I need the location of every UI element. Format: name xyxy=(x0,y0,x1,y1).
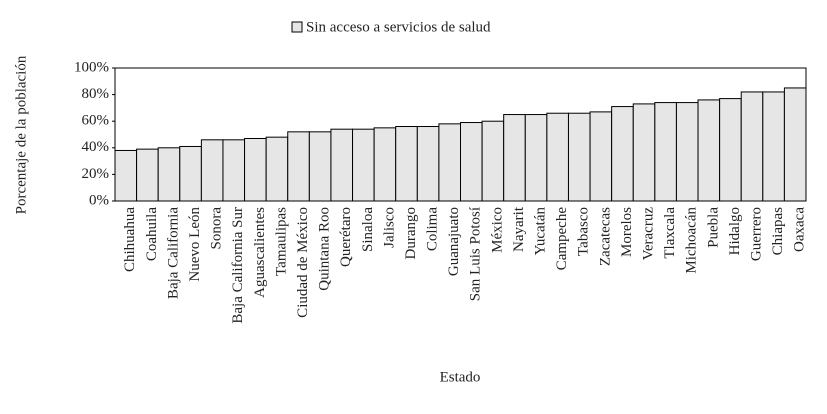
y-tick-label: 20% xyxy=(82,166,110,182)
bar xyxy=(157,147,181,202)
bar xyxy=(308,131,332,202)
x-tick-label: Campeche xyxy=(554,207,570,271)
bar xyxy=(719,98,742,202)
bar xyxy=(244,137,267,202)
x-tick-label: Veracruz xyxy=(640,207,656,261)
x-tick-label: Querétaro xyxy=(338,207,354,267)
bar xyxy=(611,106,634,202)
bar xyxy=(438,123,461,202)
x-tick-label: Baja California Sur xyxy=(230,207,246,324)
bar xyxy=(287,131,310,202)
x-tick-label: Baja California xyxy=(165,207,181,299)
x-tick-label: Puebla xyxy=(705,207,721,248)
bar xyxy=(762,91,785,202)
legend-label: Sin acceso a servicios de salud xyxy=(306,19,491,35)
bar xyxy=(114,149,138,202)
bar xyxy=(783,87,807,202)
bar xyxy=(373,127,397,202)
x-tick-label: Coahuila xyxy=(144,207,160,261)
x-tick-label: Ciudad de México xyxy=(295,207,311,318)
y-tick-label: 0% xyxy=(89,192,109,208)
x-tick-label: Zacatecas xyxy=(597,207,613,266)
bar xyxy=(567,112,591,202)
x-tick-label: Durango xyxy=(403,207,419,260)
bar xyxy=(460,122,483,202)
x-tick-label: Colima xyxy=(425,207,441,252)
bar xyxy=(740,91,764,202)
x-tick-label: Tamaulipas xyxy=(273,207,289,276)
bar xyxy=(481,120,505,202)
plot-frame xyxy=(114,67,807,202)
x-tick-label: Oaxaca xyxy=(792,207,808,252)
x-tick-label: Aguascalientes xyxy=(252,207,268,298)
y-tick-label: 100% xyxy=(74,59,109,75)
x-tick-label: Guerrero xyxy=(748,207,764,261)
bar xyxy=(524,114,548,202)
x-tick-label: Hidalgo xyxy=(727,207,743,255)
bar xyxy=(546,112,569,202)
x-tick-label: Sonora xyxy=(209,207,225,250)
x-tick-label: Chihuahua xyxy=(122,207,138,272)
x-tick-label: Morelos xyxy=(619,207,635,257)
bar xyxy=(675,102,699,202)
bar xyxy=(632,103,656,202)
x-tick-label: Sinaloa xyxy=(360,207,376,252)
x-tick-label: Yucatán xyxy=(533,207,549,256)
x-tick-label: Guanajuato xyxy=(446,207,462,276)
y-tick-label: 80% xyxy=(82,86,110,102)
bar xyxy=(330,128,354,202)
x-tick-label: Tlaxcala xyxy=(662,207,678,259)
x-tick-label: Nayarit xyxy=(511,206,527,252)
bar xyxy=(654,102,677,202)
y-tick-label: 60% xyxy=(82,113,110,129)
bar xyxy=(179,145,202,202)
bar xyxy=(589,111,613,202)
bar xyxy=(200,139,224,202)
legend-swatch xyxy=(291,21,303,33)
x-tick-label: San Luis Potosí xyxy=(468,207,484,301)
x-tick-label: Michoacán xyxy=(684,207,700,274)
x-tick-label: Nuevo León xyxy=(187,207,203,282)
bar xyxy=(265,136,289,202)
bar xyxy=(697,99,721,202)
x-axis-title: Estado xyxy=(440,369,481,385)
x-tick-label: Quintana Roo xyxy=(317,207,333,291)
y-axis-title: Porcentaje de la población xyxy=(13,55,29,214)
x-tick-label: Jalisco xyxy=(381,207,397,248)
bar xyxy=(222,139,246,202)
x-tick-label: México xyxy=(489,207,505,253)
bar xyxy=(503,114,526,202)
bar xyxy=(136,148,159,202)
y-tick-label: 40% xyxy=(82,139,110,155)
bar xyxy=(395,126,418,202)
bar xyxy=(352,128,375,202)
x-tick-label: Tabasco xyxy=(576,207,592,256)
bar xyxy=(416,126,440,202)
x-tick-label: Chiapas xyxy=(770,207,786,255)
